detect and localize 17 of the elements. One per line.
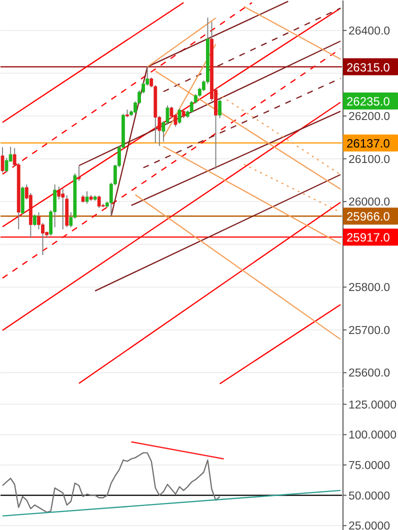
y-tick-label: 100.0000: [348, 430, 396, 442]
y-tick-label: 25600.0: [348, 368, 390, 380]
y-tick-label: 26400.0: [348, 25, 390, 38]
y-tick-label: 50.0000: [348, 490, 390, 502]
y-tick-label: 75.0000: [348, 460, 390, 472]
ref-line-label: 26315.0: [346, 60, 390, 74]
y-tick-label: 25700.0: [348, 324, 390, 337]
text: 26235.0: [346, 94, 390, 109]
y-tick-label: 26200.0: [348, 111, 390, 123]
y-tick-label: 26100.0: [348, 154, 390, 166]
ref-line-label: 25917.0: [346, 230, 390, 245]
y-tick-label: 25800.0: [348, 282, 390, 294]
y-tick-label: 26000.0: [348, 196, 390, 209]
y-tick-label: 125.0000: [348, 399, 396, 412]
ref-line-label: 25966.0: [346, 210, 390, 224]
y-tick-label: 25.0000: [348, 520, 390, 530]
ref-line-label: 26137.0: [346, 136, 390, 150]
